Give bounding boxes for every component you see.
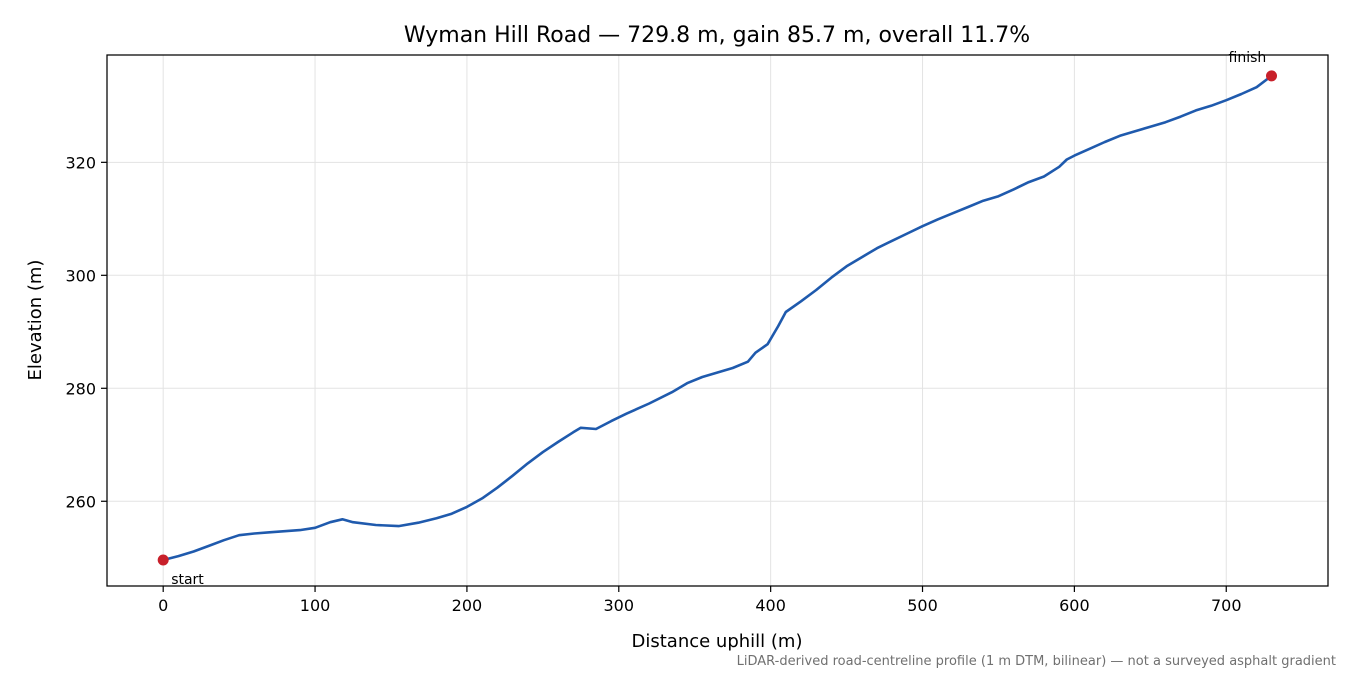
x-tick-label: 0 [158, 596, 168, 615]
start-label: start [171, 572, 204, 588]
x-tick-label: 300 [604, 596, 635, 615]
x-tick-label: 600 [1059, 596, 1090, 615]
x-tick-label: 200 [452, 596, 483, 615]
elevation-profile-line [161, 74, 1273, 562]
finish-label: finish [1229, 50, 1267, 66]
finish-marker [1266, 70, 1278, 82]
x-tick-label: 100 [300, 596, 331, 615]
series-layer [161, 74, 1273, 562]
y-tick-label: 320 [65, 153, 96, 172]
y-axis-label: Elevation (m) [25, 260, 46, 381]
chart-title: Wyman Hill Road — 729.8 m, gain 85.7 m, … [404, 23, 1030, 48]
x-tick-label: 500 [907, 596, 938, 615]
x-tick-label: 400 [755, 596, 786, 615]
markers: start finish [157, 50, 1278, 588]
footnote: LiDAR-derived road-centreline profile (1… [737, 654, 1336, 669]
y-tick-label: 260 [65, 492, 96, 511]
start-marker [157, 554, 169, 566]
x-tick-label: 700 [1211, 596, 1242, 615]
ticks: 0 100 200 300 400 500 600 700 260 280 300 320 [65, 153, 1241, 615]
plot-frame [106, 54, 1329, 587]
y-tick-label: 300 [65, 266, 96, 285]
x-axis-label: Distance uphill (m) [632, 631, 803, 652]
y-tick-label: 280 [65, 379, 96, 398]
grid-lines [107, 55, 1328, 586]
